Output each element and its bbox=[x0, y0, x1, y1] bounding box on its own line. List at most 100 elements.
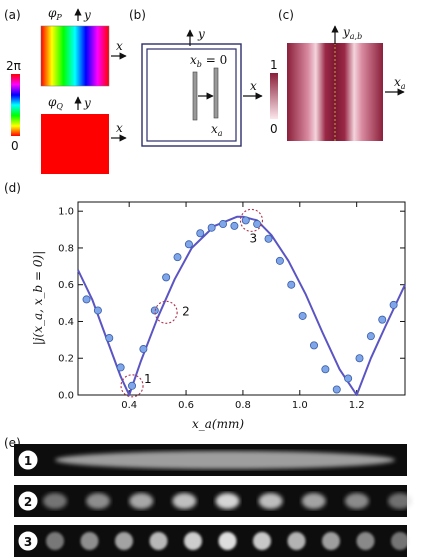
data-point bbox=[139, 345, 148, 354]
interference-spot bbox=[388, 493, 412, 509]
data-point bbox=[298, 311, 307, 320]
data-point bbox=[219, 220, 228, 229]
sample-frame-outer bbox=[141, 43, 242, 147]
x-label-b: x bbox=[250, 79, 257, 93]
phase-map-q bbox=[41, 114, 109, 174]
data-point bbox=[344, 374, 353, 383]
interference-spot bbox=[344, 493, 369, 509]
y-label-a-bottom: y bbox=[83, 96, 91, 110]
row-marker-label: 3 bbox=[24, 535, 32, 549]
row-marker-badge bbox=[17, 490, 39, 512]
interference-spot bbox=[301, 493, 326, 509]
junction-b bbox=[192, 71, 198, 121]
panel-c-label: (c) bbox=[278, 8, 294, 22]
data-point bbox=[162, 273, 171, 282]
plot-frame bbox=[77, 201, 406, 396]
interference-spot bbox=[115, 532, 133, 550]
data-point bbox=[389, 300, 398, 309]
interference-spot bbox=[129, 493, 154, 509]
phi-q-label: φQ bbox=[48, 95, 63, 111]
panel-c: (c) ya,b xa 1 0 bbox=[270, 8, 406, 141]
row-marker-label: 2 bbox=[24, 495, 32, 509]
data-point bbox=[82, 295, 91, 304]
interference-spot bbox=[43, 493, 67, 509]
data-point bbox=[207, 223, 216, 232]
data-point bbox=[93, 306, 102, 315]
x-axis-label: x_a(mm) bbox=[192, 417, 244, 431]
data-point bbox=[378, 315, 387, 324]
data-point bbox=[173, 253, 182, 262]
panel-d: (d) |j(x_a, x_b = 0)| x_a(mm) 0.4 0.6 0.8 1… bbox=[4, 181, 406, 431]
colorbar-a-bottom: 0 bbox=[11, 139, 19, 153]
interference-spot bbox=[172, 493, 197, 509]
y-label-b: y bbox=[197, 27, 205, 41]
panel-d-label: (d) bbox=[4, 181, 21, 195]
interference-spot bbox=[46, 532, 64, 550]
xa-label-b: xa bbox=[211, 122, 223, 138]
data-point bbox=[264, 234, 273, 243]
row-marker-badge bbox=[17, 530, 39, 552]
y-label-c: ya,b bbox=[342, 25, 362, 41]
data-point bbox=[128, 381, 137, 390]
data-point bbox=[287, 280, 296, 289]
data-point bbox=[355, 354, 364, 363]
data-point bbox=[241, 216, 250, 225]
strip-background bbox=[14, 485, 407, 517]
panel-b-label: (b) bbox=[129, 8, 146, 22]
y-tick-label: 0.8 bbox=[58, 243, 74, 254]
amplitude-colorbar bbox=[270, 73, 278, 119]
interference-spot bbox=[215, 493, 240, 509]
phase-colorbar bbox=[11, 74, 20, 136]
x-tick-label: 1.2 bbox=[349, 400, 365, 411]
junction-a bbox=[213, 67, 219, 119]
data-point bbox=[230, 221, 239, 230]
phase-map-p bbox=[41, 26, 109, 86]
x-tick-label: 1.0 bbox=[292, 400, 308, 411]
data-point bbox=[253, 220, 262, 229]
y-tick-label: 0.6 bbox=[58, 280, 74, 291]
scatter-plot: 0.4 0.6 0.8 1.0 1.2 0.0 0.2 0.4 0.6 0.8 1.0 1 2 3 bbox=[58, 201, 406, 411]
x-label-c: xa bbox=[394, 75, 406, 91]
data-point bbox=[275, 256, 284, 265]
highlight-label: 3 bbox=[249, 231, 257, 245]
highlight-label: 2 bbox=[182, 304, 190, 318]
y-axis-label: |j(x_a, x_b = 0)| bbox=[31, 251, 45, 346]
data-point bbox=[321, 365, 330, 374]
interference-spot bbox=[218, 532, 237, 550]
interference-spot bbox=[258, 493, 283, 509]
row-marker-label: 1 bbox=[24, 454, 32, 468]
data-point bbox=[196, 229, 205, 238]
interference-spot bbox=[253, 532, 271, 550]
row-marker-badge bbox=[17, 449, 39, 471]
highlight-circle bbox=[154, 300, 178, 324]
interference-spot bbox=[356, 532, 375, 550]
strip-background bbox=[14, 525, 407, 557]
x-label-a-top: x bbox=[116, 39, 123, 53]
panel-e: (e) 123 bbox=[4, 436, 412, 557]
colorbar-a-top: 2π bbox=[6, 59, 21, 73]
interference-strips: 1 2 3 bbox=[14, 444, 412, 557]
y-tick-label: 0.2 bbox=[58, 354, 74, 365]
x-tick-label: 0.8 bbox=[235, 400, 251, 411]
highlight-circle bbox=[120, 374, 144, 398]
interference-spot bbox=[184, 532, 202, 550]
interference-spot bbox=[391, 532, 409, 550]
colorbar-c-bottom: 0 bbox=[270, 122, 278, 136]
interference-spot bbox=[80, 532, 99, 550]
y-tick-label: 0.4 bbox=[58, 317, 74, 328]
x-tick-label: 0.6 bbox=[178, 400, 194, 411]
y-tick-label: 1.0 bbox=[58, 207, 74, 218]
panel-a-label: (a) bbox=[4, 8, 21, 22]
x-label-a-bottom: x bbox=[116, 121, 123, 135]
panel-b: (b) y xb = 0 xa x bbox=[129, 8, 263, 147]
data-point bbox=[184, 240, 193, 249]
x-tick-label: 0.4 bbox=[121, 400, 137, 411]
data-point bbox=[116, 363, 125, 372]
interference-spot bbox=[322, 532, 340, 550]
phi-p-label: φP bbox=[48, 6, 62, 22]
fit-curve bbox=[77, 215, 406, 396]
data-point bbox=[105, 334, 114, 343]
colorbar-c-top: 1 bbox=[270, 58, 278, 72]
panel-a: (a) φP y x 2π 0 φQ y x bbox=[4, 6, 127, 174]
